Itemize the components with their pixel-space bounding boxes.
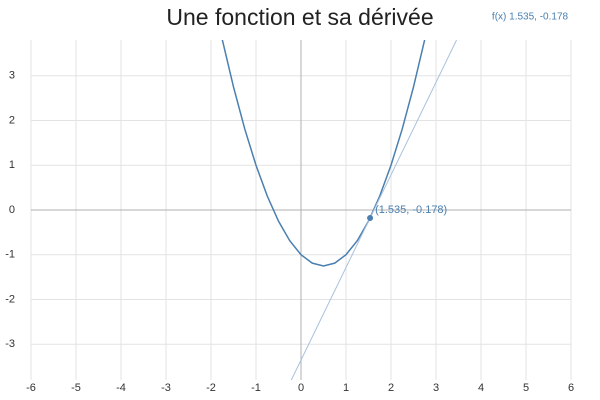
y-tick-label: -1: [5, 249, 15, 261]
chart-title: Une fonction et sa dérivée: [166, 4, 433, 30]
x-tick-label: -2: [206, 382, 216, 394]
x-tick-label: -5: [71, 382, 81, 394]
y-tick-label: -3: [5, 338, 15, 350]
x-tick-label: -1: [251, 382, 261, 394]
x-tick-label: 4: [478, 382, 484, 394]
readout: f(x) 1.535, -0.178: [492, 12, 569, 23]
y-tick-label: 0: [9, 204, 15, 216]
x-tick-label: 6: [568, 382, 574, 394]
y-tick-label: 2: [9, 114, 15, 126]
y-tick-label: -2: [5, 293, 15, 305]
function-curve: [221, 40, 426, 267]
x-tick-label: 1: [343, 382, 349, 394]
x-tick-label: 3: [433, 382, 439, 394]
x-tick-label: -4: [116, 382, 126, 394]
x-tick-label: 2: [388, 382, 394, 394]
y-tick-label: 1: [9, 159, 15, 171]
x-tick-label: 5: [523, 382, 529, 394]
x-tick-label: -6: [26, 382, 36, 394]
point: [367, 214, 374, 221]
y-tick-label: 3: [9, 70, 15, 82]
tangent-line: [290, 40, 458, 380]
x-tick-label: -3: [161, 382, 171, 394]
point-label: (1.535, -0.178): [375, 204, 447, 216]
x-tick-label: 0: [298, 382, 304, 394]
